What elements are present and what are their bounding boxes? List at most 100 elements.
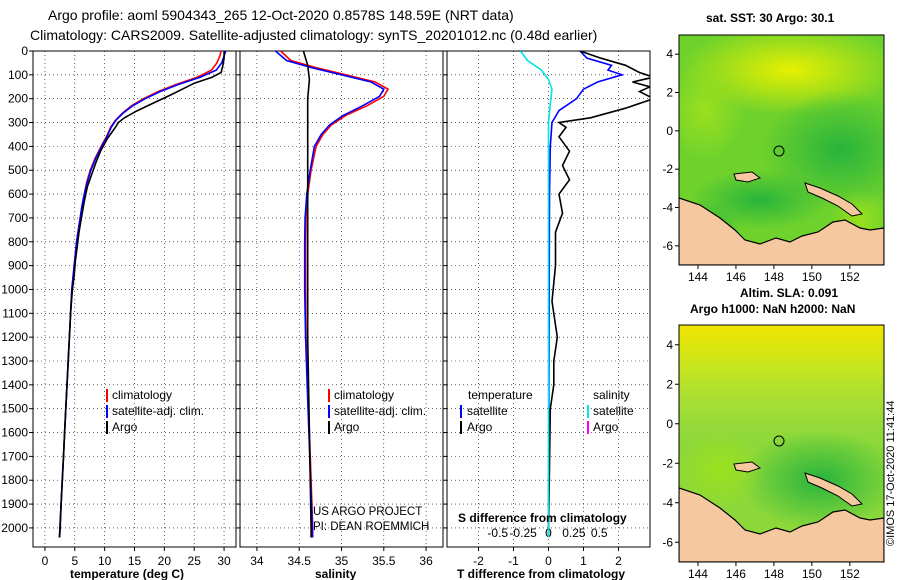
legend-sat-label: satellite-adj. clim.: [112, 404, 204, 418]
legend-clim-label: climatology: [334, 388, 394, 402]
temperature-axis-title: temperature (deg C): [70, 567, 184, 580]
map-lat-label: 2: [666, 86, 673, 100]
legend-argo-label: Argo: [334, 420, 360, 434]
map-lon-label: 146: [726, 270, 746, 284]
depth-axis-labels: 0 100 200 300 400 500 600 700 800 900 1000 1100 1200…: [1, 44, 28, 535]
legend-sat-marker: [106, 405, 108, 418]
map-lat-label: -6: [662, 535, 673, 549]
imos-credit: ©IMOS 17-Oct-2020 11:41:44: [885, 401, 897, 546]
t-difference-axis-labels: -2 -1 0 1 2: [473, 554, 622, 568]
figure-title-line1: Argo profile: aoml 5904343_265 12-Oct-20…: [48, 7, 514, 23]
map-lon-label: 152: [840, 270, 860, 284]
legend-clim-marker: [328, 389, 330, 402]
depth-tick-label: 1600: [1, 426, 28, 440]
depth-tick-label: 1800: [1, 473, 28, 487]
x-tick-label: 25: [188, 554, 202, 568]
salinity-panel: 34 34.5 35 35.5 36 salinity climatology sate…: [236, 50, 444, 580]
series-sat-line: [274, 51, 385, 538]
map-lat-label: -4: [662, 496, 673, 510]
salinity-gridlines: [236, 50, 443, 551]
map-lon-label: 150: [802, 270, 822, 284]
depth-tick-label: 1200: [1, 330, 28, 344]
sst-map: sat. SST: 30 Argo: 30.1 144 146 148 150 152 4…: [662, 11, 885, 284]
map-lat-label: 0: [666, 417, 673, 431]
legend-s-argo-label: Argo: [593, 420, 619, 434]
temperature-profiles: [58, 51, 227, 538]
map-lon-label: 148: [764, 270, 784, 284]
salinity-axis-labels: 34 34.5 35 35.5 36: [250, 554, 433, 568]
depth-tick-label: 0: [21, 44, 28, 58]
depth-tick-label: 200: [8, 92, 28, 106]
x-tick-label: -2: [473, 554, 484, 568]
depth-tick-label: 100: [8, 68, 28, 82]
map-lat-label: 2: [666, 377, 673, 391]
map-lat-label: -2: [662, 162, 673, 176]
sst-map-axis-labels: 144 146 148 150 152 4 2 0 -2 -4 -6: [662, 47, 860, 284]
legend-sat-marker: [328, 405, 330, 418]
x-tick-label: 5: [71, 554, 78, 568]
legend-argo-marker: [106, 421, 108, 434]
depth-tick-label: 700: [8, 211, 28, 225]
map-lon-label: 152: [840, 567, 860, 580]
sst-land-png: [679, 197, 884, 265]
map-lon-label: 146: [726, 567, 746, 580]
depth-tick-label: 1500: [1, 402, 28, 416]
map-lat-label: -6: [662, 239, 673, 253]
series-argo-line: [58, 51, 225, 538]
depth-tick-label: 500: [8, 163, 28, 177]
legend-argo-label: Argo: [112, 420, 138, 434]
s-diff-tick-label: 0.25: [562, 526, 586, 540]
t-difference-axis-title: T difference from climatology: [457, 567, 625, 580]
s-diff-tick-label: -0.5: [487, 526, 508, 540]
sla-map-subtitle: Argo h1000: NaN h2000: NaN: [690, 302, 855, 316]
map-lon-label: 150: [802, 567, 822, 580]
x-tick-label: 15: [128, 554, 142, 568]
series-argo-line: [547, 51, 650, 538]
depth-tick-label: 800: [8, 235, 28, 249]
map-lat-label: 4: [666, 338, 673, 352]
legend-s-sat-marker: [587, 405, 589, 418]
sla-map-frame: [678, 324, 885, 563]
series-clim-line: [58, 51, 222, 538]
series-sat-line: [547, 51, 625, 538]
depth-tick-label: 400: [8, 139, 28, 153]
s-diff-tick-label: 0.5: [591, 526, 608, 540]
argo-float-marker: [773, 145, 785, 157]
x-tick-label: -1: [508, 554, 519, 568]
legend-t-sat-marker: [460, 405, 462, 418]
map-lat-label: -4: [662, 201, 673, 215]
argo-float-marker: [773, 435, 785, 447]
depth-tick-label: 300: [8, 116, 28, 130]
difference-legend: temperature satellite Argo salinity sate…: [460, 388, 634, 434]
sla-field: [679, 325, 884, 562]
sst-map-title: sat. SST: 30 Argo: 30.1: [706, 11, 835, 25]
x-tick-label: 20: [158, 554, 172, 568]
salinity-profiles: [274, 51, 390, 538]
sla-map-axis-labels: 144 146 148 150 152 4 2 0 -2 -4 -6: [662, 338, 860, 580]
project-annotation: US ARGO PROJECT: [313, 506, 422, 518]
depth-tick-label: 1100: [2, 306, 28, 320]
map-lat-label: 0: [666, 124, 673, 138]
sla-land-island-small: [733, 461, 762, 473]
s-difference-axis-labels: -0.5 -0.25 0 0.25 0.5: [487, 526, 608, 540]
legend-temperature-heading: temperature: [468, 388, 533, 402]
difference-profiles: [519, 51, 650, 538]
x-tick-label: 36: [419, 554, 433, 568]
difference-gridlines: [443, 50, 650, 551]
legend-t-sat-label: satellite: [467, 404, 508, 418]
depth-tick-label: 1300: [1, 354, 28, 368]
x-tick-label: 0: [545, 554, 552, 568]
depth-tick-label: 1400: [1, 378, 28, 392]
figure-title-line2: Climatology: CARS2009. Satellite-adjuste…: [30, 27, 597, 43]
sst-land-island-small: [733, 171, 762, 183]
difference-panel: -2 -1 0 1 2 -0.5 -0.25 0 0.25 0.5 S difference f…: [443, 50, 651, 580]
x-tick-label: 30: [217, 554, 231, 568]
depth-tick-label: 1900: [1, 497, 28, 511]
pi-annotation: PI: DEAN ROEMMICH: [313, 521, 429, 533]
depth-tick-label: 900: [8, 259, 28, 273]
series-argo-line: [302, 51, 312, 538]
map-lon-label: 144: [688, 567, 708, 580]
temperature-gridlines: [29, 50, 236, 551]
series-clim-line: [280, 51, 390, 538]
